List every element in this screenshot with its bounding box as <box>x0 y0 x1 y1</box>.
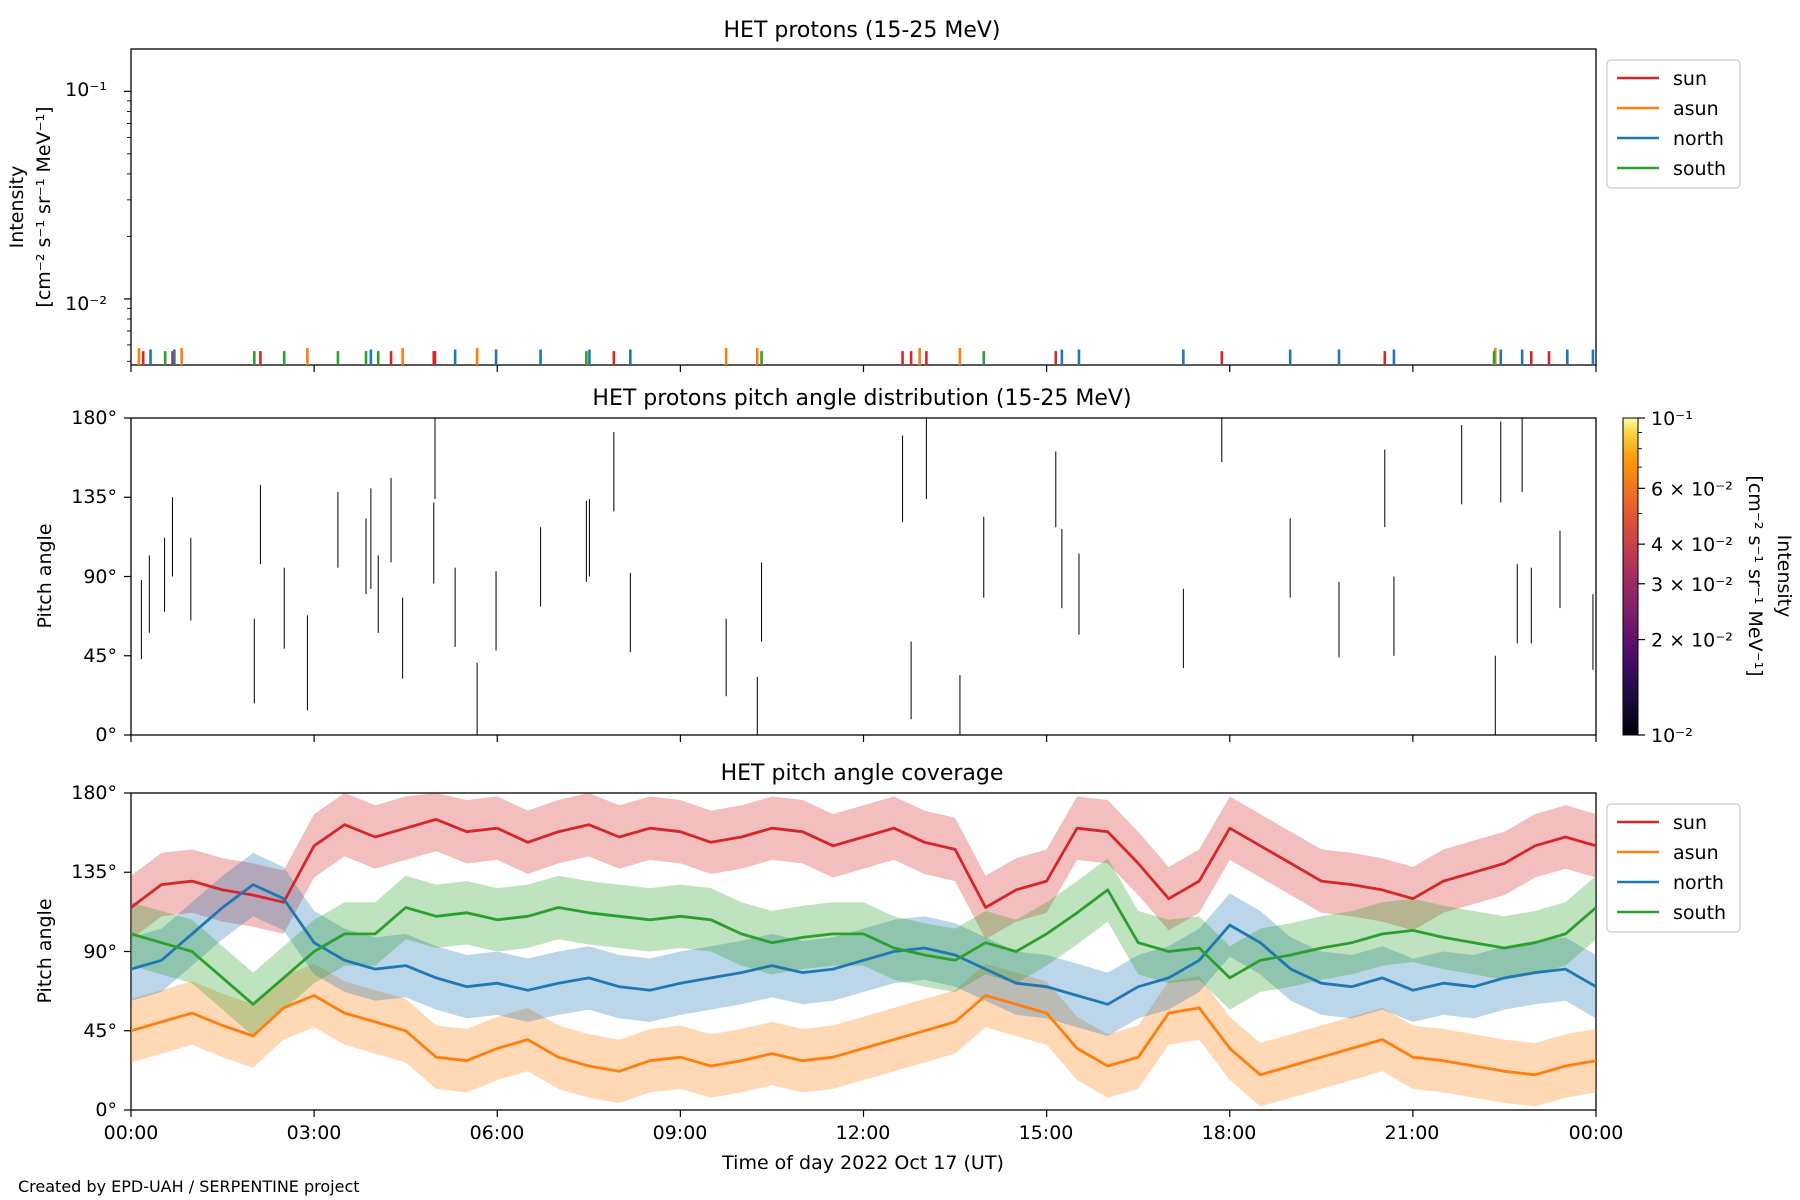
panel1-y-axis: 10⁻¹ 10⁻² <box>65 79 131 362</box>
legend-sun-label: sun <box>1673 812 1707 834</box>
panel1-spikes <box>137 347 1595 365</box>
x-axis-ticks <box>130 365 1597 1117</box>
coverage-line-asun <box>131 994 1596 1077</box>
colorbar-ticks: 10⁻¹ 6 × 10⁻² 4 × 10⁻² 3 × 10⁻² 2 × 10⁻² 10⁻² <box>1638 408 1733 747</box>
panel3-title: HET pitch angle coverage <box>721 761 1004 786</box>
panel3-ytick-label: 180° <box>71 782 117 804</box>
panel3-ytick-label: 90° <box>83 941 117 963</box>
colorbar-tick-label: 10⁻² <box>1651 725 1693 747</box>
x-tick-label: 03:00 <box>287 1122 342 1144</box>
panel2-ytick-label: 180° <box>71 407 117 429</box>
coverage-band-asun <box>131 963 1596 1107</box>
colorbar-label-line2: [cm⁻² s⁻¹ sr⁻¹ MeV⁻¹] <box>1744 475 1766 676</box>
panel2-title: HET protons pitch angle distribution (15… <box>592 386 1131 411</box>
panel1-frame <box>130 48 1597 366</box>
x-tick-label: 18:00 <box>1202 1122 1257 1144</box>
panel2-ytick-label: 45° <box>83 645 117 667</box>
legend-south-label: south <box>1673 158 1726 180</box>
x-tick-label: 21:00 <box>1385 1122 1440 1144</box>
panel3-legend: sun asun north south <box>1606 803 1741 933</box>
panel2-ytick-label: 0° <box>95 724 117 746</box>
panel3-ytick-label: 0° <box>95 1099 117 1121</box>
panel2-ylabel: Pitch angle <box>34 523 56 628</box>
panel2-ytick-label: 90° <box>83 566 117 588</box>
coverage-line-south <box>131 888 1596 1006</box>
coverage-line-north <box>131 883 1596 1006</box>
x-tick-label: 06:00 <box>470 1122 525 1144</box>
panel3-y-axis: 0° 45° 90° 135° 180° <box>71 782 117 1121</box>
panel3-ytick-label: 135° <box>71 861 117 883</box>
legend-asun-label: asun <box>1673 842 1719 864</box>
credit-text: Created by EPD-UAH / SERPENTINE project <box>18 1177 360 1196</box>
panel2-segments <box>124 417 1594 736</box>
coverage-line-sun <box>131 818 1596 909</box>
x-axis-label: Time of day 2022 Oct 17 (UT) <box>721 1152 1004 1174</box>
legend-north-label: north <box>1673 872 1724 894</box>
panel2-y-axis: 0° 45° 90° 135° 180° <box>71 407 117 746</box>
panel3-ytick-label: 45° <box>83 1020 117 1042</box>
coverage-band-south <box>131 858 1596 1036</box>
legend-asun-label: asun <box>1673 98 1719 120</box>
legend-sun-label: sun <box>1673 68 1707 90</box>
panel1-ylabel-line2: [cm⁻² s⁻¹ sr⁻¹ MeV⁻¹] <box>33 106 55 307</box>
panel1-ytick-label: 10⁻² <box>65 293 107 315</box>
colorbar-tick-label: 3 × 10⁻² <box>1651 574 1733 596</box>
colorbar: 10⁻¹ 6 × 10⁻² 4 × 10⁻² 3 × 10⁻² 2 × 10⁻² 10⁻²… <box>1622 408 1795 747</box>
colorbar-tick-label: 6 × 10⁻² <box>1651 478 1733 500</box>
panel2-frame <box>130 417 1597 736</box>
x-tick-label: 15:00 <box>1019 1122 1074 1144</box>
panel3-lines <box>131 818 1596 1077</box>
colorbar-tick-label: 2 × 10⁻² <box>1651 630 1733 652</box>
panel3-legend-box <box>1606 803 1741 933</box>
intensity-panel: HET protons (15-25 MeV) 10⁻¹ 10⁻² Intens… <box>6 18 1741 366</box>
coverage-panel: HET pitch angle coverage 0° 45° 90° 135°… <box>34 761 1741 1121</box>
pad-panel: HET protons pitch angle distribution (15… <box>34 386 1795 747</box>
panel1-ytick-label: 10⁻¹ <box>65 79 107 101</box>
panel3-bands <box>131 793 1596 1107</box>
panel1-legend: sun asun north south <box>1606 59 1741 189</box>
panel3-ylabel: Pitch angle <box>34 898 56 1003</box>
colorbar-label-line1: Intensity <box>1773 535 1795 618</box>
x-tick-label: 00:00 <box>1569 1122 1624 1144</box>
panel1-title: HET protons (15-25 MeV) <box>724 18 1001 43</box>
x-tick-label: 00:00 <box>104 1122 159 1144</box>
coverage-band-north <box>131 852 1596 1036</box>
legend-north-label: north <box>1673 128 1724 150</box>
x-axis-tick-labels: 00:00 03:00 06:00 09:00 12:00 15:00 18:0… <box>104 1122 1624 1144</box>
colorbar-gradient <box>1622 417 1639 736</box>
panel2-ytick-label: 135° <box>71 486 117 508</box>
panel1-legend-box <box>1606 59 1741 189</box>
colorbar-tick-label: 10⁻¹ <box>1651 408 1693 430</box>
x-tick-label: 09:00 <box>653 1122 708 1144</box>
legend-south-label: south <box>1673 902 1726 924</box>
x-tick-label: 12:00 <box>836 1122 891 1144</box>
panel1-ylabel-line1: Intensity <box>6 166 28 249</box>
colorbar-tick-label: 4 × 10⁻² <box>1651 534 1733 556</box>
